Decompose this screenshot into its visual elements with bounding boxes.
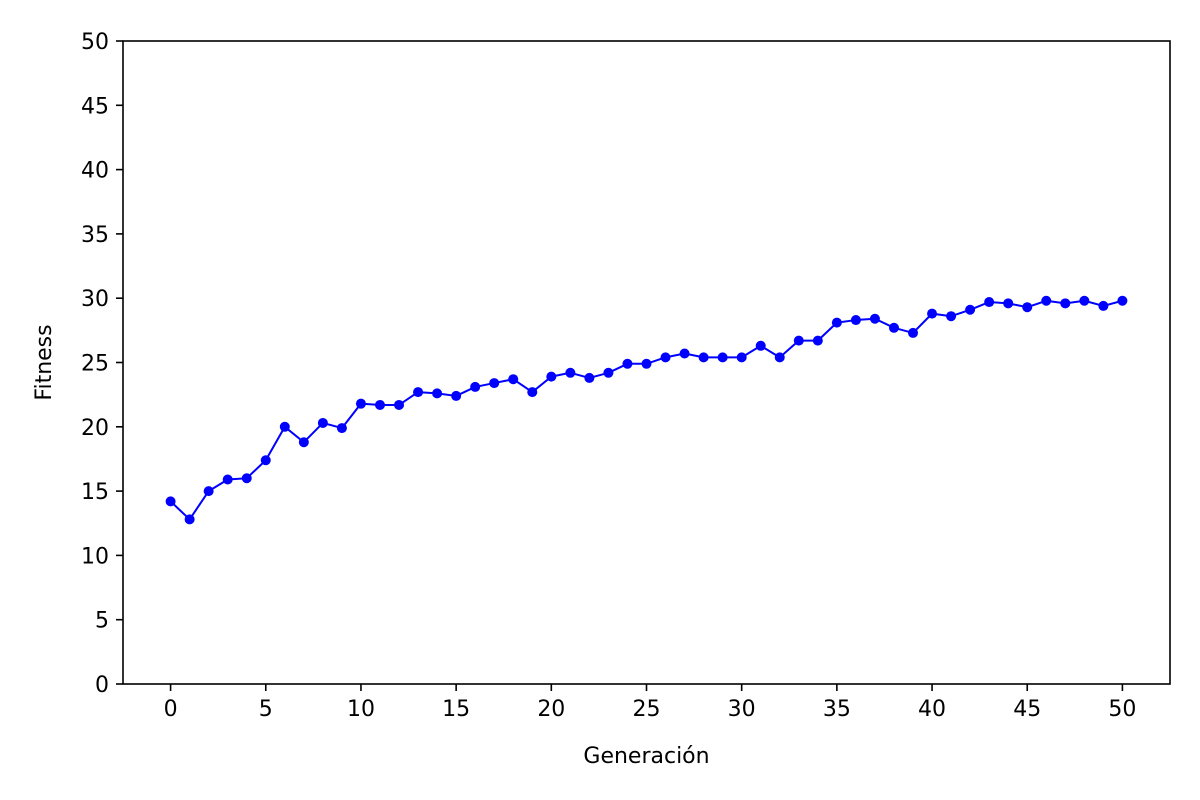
data-point [1022,302,1033,313]
data-point [165,496,176,507]
data-point [793,335,804,346]
data-point [241,473,252,484]
data-point [736,352,747,363]
data-point [774,352,785,363]
data-point [831,317,842,328]
data-point [1060,298,1071,309]
x-axis: 0 5 10 15 20 25 30 35 40 45 50 [164,684,1136,722]
data-point [394,399,405,410]
data-point [984,297,995,308]
data-point [298,437,309,448]
y-tick-label: 40 [81,159,109,184]
data-point [355,398,366,409]
data-point [470,381,481,392]
series-line [169,299,1123,521]
data-point [279,421,290,432]
x-tick-label: 40 [918,697,946,722]
data-point [203,486,214,497]
x-tick-label: 15 [442,697,470,722]
y-tick-label: 10 [81,544,109,569]
y-tick-label: 30 [81,287,109,312]
data-point [546,371,557,382]
y-axis: 0 5 10 15 20 25 30 35 40 45 50 [81,30,123,698]
data-point [1079,295,1090,306]
data-point [260,455,271,466]
data-point [1041,295,1052,306]
data-point [1003,298,1014,309]
data-point [432,388,443,399]
x-tick-label: 35 [823,697,851,722]
data-point [527,387,538,398]
data-point [222,474,233,485]
data-point [413,387,424,398]
x-tick-label: 25 [633,697,661,722]
data-point [660,352,671,363]
data-point [908,327,919,338]
x-axis-label: Generación [583,744,709,769]
data-point [622,358,633,369]
x-tick-label: 30 [728,697,756,722]
y-tick-label: 35 [81,223,109,248]
x-tick-label: 10 [347,697,375,722]
data-point [374,399,385,410]
data-point [965,304,976,315]
y-axis-label: Fitness [32,324,57,400]
series-layer [165,295,1128,525]
data-point [584,372,595,383]
x-tick-label: 45 [1013,697,1041,722]
x-tick-label: 0 [164,697,178,722]
y-tick-label: 50 [81,30,109,55]
data-point [869,313,880,324]
data-point [755,340,766,351]
data-point [565,367,576,378]
data-point [508,374,519,385]
data-point [451,390,462,401]
data-point [641,358,652,369]
data-point [603,367,614,378]
y-tick-label: 0 [95,673,109,698]
y-tick-label: 45 [81,94,109,119]
data-point [812,335,823,346]
y-tick-label: 25 [81,352,109,377]
data-point [927,308,938,319]
x-tick-label: 5 [259,697,273,722]
x-tick-label: 20 [537,697,565,722]
y-tick-label: 5 [95,609,109,634]
x-tick-label: 50 [1108,697,1136,722]
data-point [184,514,195,525]
data-point [1117,295,1128,306]
data-point [698,352,709,363]
data-point [888,322,899,333]
data-point [850,315,861,326]
y-tick-label: 20 [81,416,109,441]
data-point [717,352,728,363]
data-point [946,311,957,322]
data-point [336,423,347,434]
data-point [317,417,328,428]
y-tick-label: 15 [81,480,109,505]
data-point [1098,300,1109,311]
data-point [679,348,690,359]
data-point [489,378,500,389]
